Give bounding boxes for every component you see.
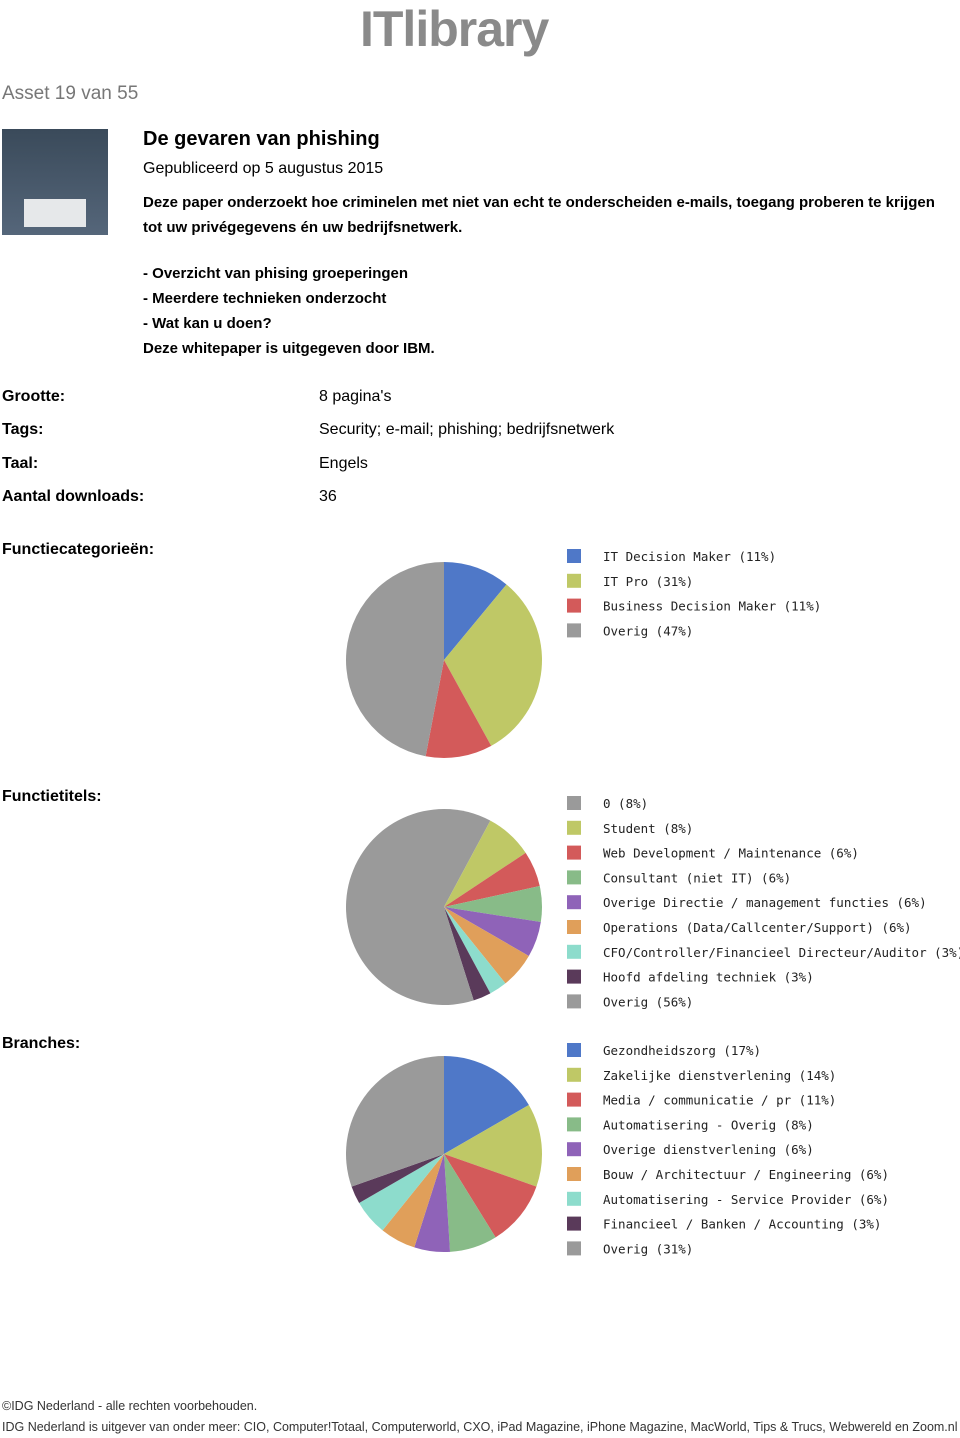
meta-value: 8 pagina's (319, 388, 392, 405)
legend-label: Automatisering - Service Provider (6%) (603, 1192, 889, 1207)
legend-swatch (567, 1167, 581, 1181)
pie-slice (444, 907, 541, 956)
legend-label: Overige dienstverlening (6%) (603, 1142, 814, 1157)
legend-label: Overig (31%) (603, 1241, 693, 1256)
thumbnail[interactable] (2, 129, 108, 235)
legend-swatch (567, 623, 581, 638)
legend-swatch (567, 1092, 581, 1107)
charts: Functiecategorieën: IT Decision Maker (11… (2, 541, 960, 1256)
meta-label: Taal: (2, 455, 39, 472)
legend-swatch (567, 573, 581, 588)
legend-label: Gezondheidszorg (17%) (603, 1043, 761, 1058)
pie-slice (444, 809, 491, 907)
legend-label: Financieel / Banken / Accounting (3%) (603, 1217, 881, 1232)
legend-label: Hoofd afdeling techniek (3%) (603, 970, 814, 985)
legend-swatch (567, 1142, 581, 1157)
legend-swatch (567, 994, 581, 1009)
pie-slice (444, 1154, 496, 1252)
pie-slice (444, 1105, 543, 1187)
footer-publishers: IDG Nederland is uitgever van onder meer… (2, 1420, 958, 1434)
legend-swatch (567, 944, 581, 959)
pie-slice (444, 1056, 529, 1154)
pie-slice (345, 562, 444, 757)
pie-slice (345, 809, 474, 1006)
pie-slice (444, 852, 540, 907)
legend-label: CFO/Controller/Financieel Directeur/Audi… (603, 945, 960, 960)
asset-counter: Asset 19 van 55 (2, 83, 139, 104)
published-date: Gepubliceerd op 5 augustus 2015 (143, 160, 384, 177)
legend-label: Overig (56%) (603, 994, 693, 1009)
bullet: - Meerdere technieken onderzocht (143, 290, 387, 307)
pie-slice (444, 907, 529, 984)
meta-label: Grootte: (2, 388, 66, 405)
chart-title: Functietitels: (2, 788, 102, 805)
legend-swatch (567, 1191, 581, 1206)
legend-label: IT Decision Maker (11%) (603, 549, 776, 564)
pie-slice (444, 562, 507, 660)
legend-label: Media / communicatie / pr (11%) (603, 1093, 836, 1108)
legend-swatch (567, 820, 581, 835)
legend-label: Business Decision Maker (11%) (603, 599, 821, 614)
pie-slice (425, 660, 492, 758)
pie-slice (345, 1056, 444, 1187)
pie-slice (444, 1154, 537, 1238)
legend-label: Zakelijke dienstverlening (14%) (603, 1068, 836, 1083)
legend-label: Overig (47%) (603, 623, 693, 638)
legend-label: Consultant (niet IT) (6%) (603, 870, 791, 885)
legend-swatch (567, 1241, 581, 1256)
legend-swatch (567, 895, 581, 910)
pie-slice (444, 820, 526, 907)
bullet: - Overzicht van phising groeperingen (143, 265, 409, 282)
legend-label: Overige Directie / management functies (… (603, 895, 927, 910)
meta-label: Aantal downloads: (2, 488, 145, 505)
pie-slice (351, 1154, 444, 1203)
chart-title: Functiecategorieën: (2, 541, 154, 558)
copyright: ©IDG Nederland - alle rechten voorbehoud… (2, 1399, 258, 1413)
legend-label: Operations (Data/Callcenter/Support) (6%… (603, 920, 912, 935)
legend-label: 0 (8%) (603, 796, 648, 811)
pie-slice (414, 1154, 451, 1252)
legend-swatch (567, 845, 581, 860)
meta-value: Engels (319, 455, 368, 472)
meta-label: Tags: (2, 421, 44, 438)
chart-title: Branches: (2, 1035, 80, 1052)
publisher: Deze whitepaper is uitgegeven door IBM. (143, 340, 435, 357)
pie-slice (444, 584, 542, 746)
intro: Deze paper onderzoekt hoe criminelen met… (143, 194, 935, 236)
pie-slice (444, 907, 491, 1001)
legend-swatch (567, 1043, 581, 1057)
legend-swatch (567, 598, 581, 613)
pie-slice (382, 1154, 444, 1248)
legend-swatch (567, 1067, 581, 1082)
legend-label: Bouw / Architectuur / Engineering (6%) (603, 1167, 889, 1182)
legend-swatch (567, 870, 581, 885)
logo[interactable]: ITlibrary (360, 1, 549, 57)
legend-swatch (567, 796, 581, 810)
legend-label: Student (8%) (603, 821, 693, 836)
pie-slice (444, 886, 542, 923)
bullet: - Wat kan u doen? (143, 315, 272, 332)
legend-swatch (567, 969, 581, 984)
article-title[interactable]: De gevaren van phishing (143, 128, 380, 150)
legend-swatch (567, 1117, 581, 1132)
legend-swatch (567, 920, 581, 934)
meta-value: 36 (319, 488, 337, 505)
legend-label: Automatisering - Overig (8%) (603, 1117, 814, 1132)
pie-slice (444, 907, 506, 994)
meta-value: Security; e-mail; phishing; bedrijfsnetw… (319, 421, 615, 438)
legend-label: Web Development / Maintenance (6%) (603, 846, 859, 861)
legend-swatch (567, 1216, 581, 1231)
legend-swatch (567, 549, 581, 563)
pie-slice (359, 1154, 444, 1231)
legend-label: IT Pro (31%) (603, 574, 693, 589)
